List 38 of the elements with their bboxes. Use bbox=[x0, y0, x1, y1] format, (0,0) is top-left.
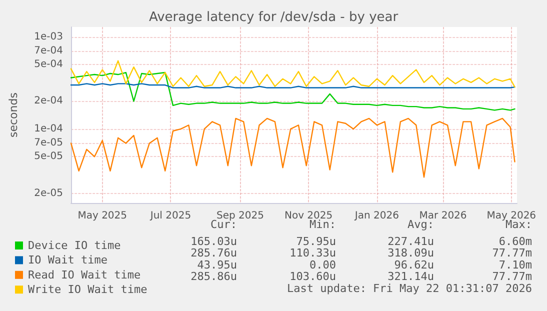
y-axis-title: seconds bbox=[7, 92, 20, 138]
text: 165.03u bbox=[190, 235, 237, 248]
y-tick-label: 7e-05 bbox=[34, 138, 63, 149]
text: 103.60u bbox=[290, 270, 336, 284]
text: 0.00 bbox=[310, 258, 336, 272]
text: 321.14u bbox=[388, 270, 434, 284]
legend-label: IO Wait time bbox=[28, 254, 108, 267]
text: 75.95u bbox=[296, 235, 336, 248]
legend-label: Read IO Wait time bbox=[28, 268, 141, 282]
line-series bbox=[70, 60, 516, 88]
text: 285.86u bbox=[190, 270, 237, 284]
y-tick-label: 5e-05 bbox=[34, 151, 63, 162]
line-series bbox=[70, 72, 516, 111]
text: 77.77m bbox=[492, 270, 532, 284]
x-tick-label: Jul 2025 bbox=[149, 210, 192, 222]
text: 110.33u bbox=[290, 246, 336, 260]
legend-label: Write IO Wait time bbox=[28, 283, 148, 296]
y-tick-label: 2e-05 bbox=[34, 188, 63, 199]
chart-title: Average latency for /dev/sda - by year bbox=[148, 10, 399, 25]
legend-label: Device IO time bbox=[28, 239, 121, 252]
y-tick-label: 1e-03 bbox=[34, 31, 63, 42]
line-series bbox=[70, 118, 516, 178]
x-tick-label: May 2025 bbox=[78, 210, 128, 222]
text: Min: bbox=[310, 218, 336, 231]
text: 7.10m bbox=[498, 258, 532, 272]
y-tick-label: 7e-04 bbox=[34, 46, 63, 57]
y-tick-label: 1e-04 bbox=[34, 123, 63, 134]
text: 285.76u bbox=[190, 246, 237, 260]
text: 96.62u bbox=[394, 258, 434, 272]
text: 43.95u bbox=[197, 258, 237, 272]
text: 6.60m bbox=[498, 235, 532, 248]
text: 227.41u bbox=[388, 235, 434, 248]
text: 318.09u bbox=[388, 246, 434, 260]
y-tick-label: 5e-04 bbox=[34, 59, 63, 70]
text: 77.77m bbox=[492, 246, 532, 260]
y-tick-label: 2e-04 bbox=[34, 96, 63, 107]
x-tick-label: Jan 2026 bbox=[354, 210, 399, 222]
text: Last update: Fri May 22 01:31:07 2026 bbox=[286, 282, 532, 295]
